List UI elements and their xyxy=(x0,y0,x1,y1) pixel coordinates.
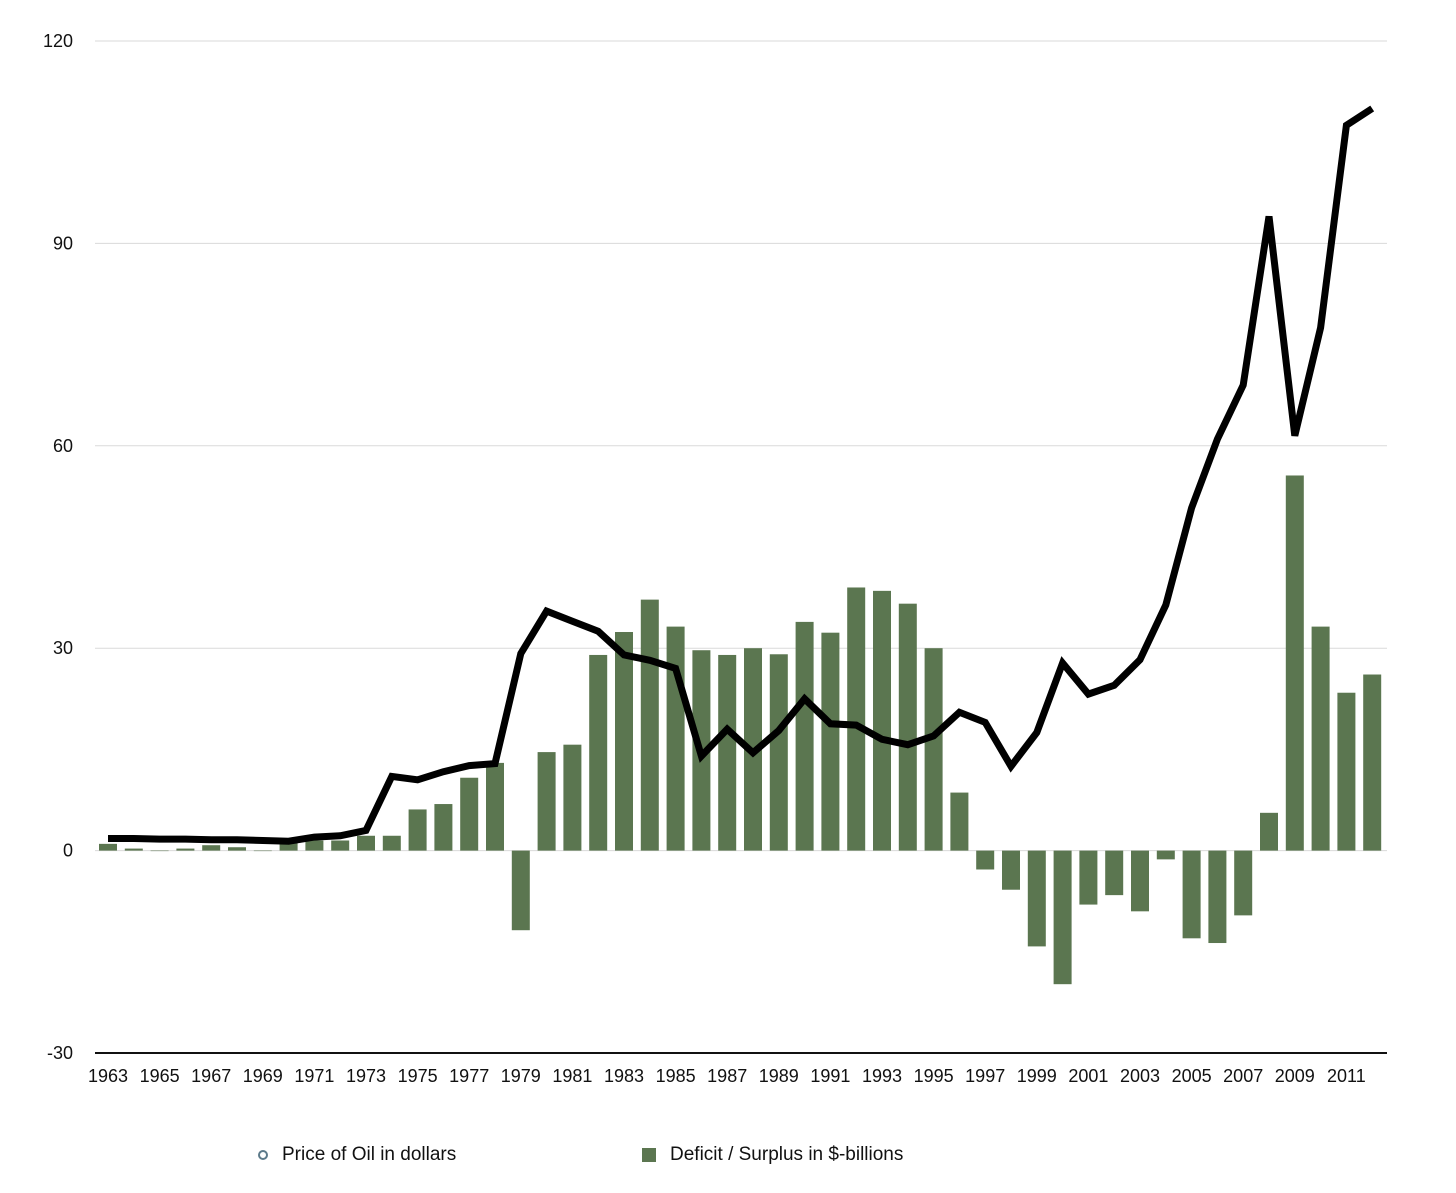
bar xyxy=(718,654,737,851)
bar xyxy=(511,850,530,931)
bar xyxy=(305,840,324,851)
y-tick-label: -30 xyxy=(47,1043,73,1063)
x-tick-label: 1971 xyxy=(294,1066,334,1086)
legend-bar-marker-icon xyxy=(642,1148,656,1162)
x-tick-label: 2009 xyxy=(1275,1066,1315,1086)
bar xyxy=(769,654,788,851)
y-axis-ticks: 120 90 60 30 0 -30 xyxy=(43,31,73,1063)
bar xyxy=(795,621,814,851)
x-tick-label: 2011 xyxy=(1327,1066,1366,1086)
x-tick-label: 1987 xyxy=(707,1066,747,1086)
bar-series xyxy=(99,475,1382,985)
x-tick-label: 1991 xyxy=(810,1066,850,1086)
bar xyxy=(279,842,298,851)
bar xyxy=(382,835,401,851)
x-tick-label: 1981 xyxy=(552,1066,592,1086)
bar xyxy=(1234,850,1253,916)
bar xyxy=(1027,850,1046,947)
bar xyxy=(589,654,608,851)
bar xyxy=(150,850,169,852)
bar xyxy=(1002,850,1020,890)
bar xyxy=(847,587,866,851)
y-tick-label: 90 xyxy=(53,233,73,253)
bar xyxy=(537,752,556,851)
bar xyxy=(486,762,504,851)
line-series-path xyxy=(108,105,1375,845)
bar xyxy=(331,840,350,851)
x-axis-ticks: 1963 1965 1967 1969 1971 1973 1975 1977 1979 1981… xyxy=(88,1066,1366,1086)
bar xyxy=(1363,674,1382,851)
y-tick-label: 0 xyxy=(63,841,73,861)
bar xyxy=(99,843,117,851)
bar xyxy=(898,603,917,851)
bar xyxy=(873,590,891,851)
x-tick-label: 1989 xyxy=(759,1066,799,1086)
bar xyxy=(640,599,659,851)
bar xyxy=(1182,850,1201,939)
x-tick-label: 1993 xyxy=(862,1066,902,1086)
bar xyxy=(976,850,995,870)
bar xyxy=(950,792,969,851)
bar xyxy=(253,850,272,852)
bar xyxy=(460,777,479,851)
bar xyxy=(563,744,582,851)
gridlines xyxy=(95,40,1387,852)
x-tick-label: 1983 xyxy=(604,1066,644,1086)
x-tick-label: 1977 xyxy=(449,1066,489,1086)
x-tick-label: 2001 xyxy=(1068,1066,1108,1086)
x-tick-label: 1985 xyxy=(656,1066,696,1086)
bar xyxy=(1156,850,1175,860)
x-tick-label: 2005 xyxy=(1172,1066,1212,1086)
bar xyxy=(1285,475,1304,851)
x-tick-label: 1973 xyxy=(346,1066,386,1086)
bar xyxy=(1311,626,1330,851)
x-tick-label: 1963 xyxy=(88,1066,128,1086)
bar xyxy=(1105,850,1124,896)
bar xyxy=(666,626,685,851)
legend-label-oil-price: Price of Oil in dollars xyxy=(282,1144,457,1165)
bar xyxy=(1079,850,1098,905)
bar xyxy=(357,835,375,851)
legend-line-marker-icon xyxy=(258,1150,268,1160)
bar xyxy=(1131,850,1149,912)
x-tick-label: 2007 xyxy=(1223,1066,1263,1086)
legend-item-deficit: Deficit / Surplus in $-billions xyxy=(642,1144,903,1166)
bar xyxy=(615,632,633,851)
x-tick-label: 1967 xyxy=(191,1066,231,1086)
bar xyxy=(202,845,221,851)
x-tick-label: 1999 xyxy=(1017,1066,1057,1086)
bar xyxy=(434,804,453,851)
legend-label-deficit: Deficit / Surplus in $-billions xyxy=(670,1144,904,1165)
x-tick-label: 1979 xyxy=(501,1066,541,1086)
legend-item-oil-price: Price of Oil in dollars xyxy=(258,1144,456,1166)
x-tick-label: 1969 xyxy=(243,1066,283,1086)
bar xyxy=(924,648,943,851)
x-tick-label: 1997 xyxy=(965,1066,1005,1086)
x-tick-label: 2003 xyxy=(1120,1066,1160,1086)
x-tick-label: 1975 xyxy=(398,1066,438,1086)
bar xyxy=(1337,692,1356,851)
bar xyxy=(821,632,840,851)
y-tick-label: 120 xyxy=(43,31,73,51)
bar xyxy=(228,847,246,851)
y-tick-label: 60 xyxy=(53,436,73,456)
bar xyxy=(124,848,143,851)
bar xyxy=(1053,850,1072,985)
legend: Price of Oil in dollars Deficit / Surplu… xyxy=(0,1144,1456,1174)
bar xyxy=(408,809,427,851)
x-tick-label: 1965 xyxy=(140,1066,180,1086)
x-tick-label: 1995 xyxy=(914,1066,954,1086)
bar xyxy=(176,848,195,851)
bar xyxy=(1260,812,1278,851)
y-tick-label: 30 xyxy=(53,638,73,658)
bar xyxy=(1208,850,1227,944)
line-series xyxy=(108,105,1375,845)
